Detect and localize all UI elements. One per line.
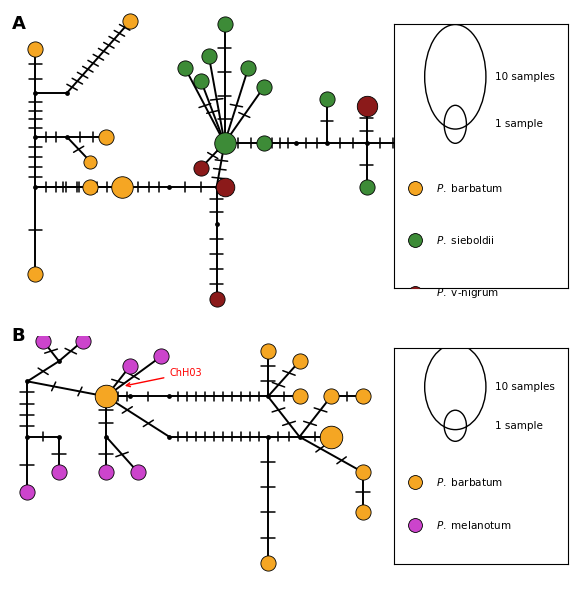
Point: [125, 17, 135, 26]
Point: [263, 432, 273, 442]
Point: [295, 392, 304, 401]
Text: ChH03: ChH03: [126, 368, 202, 386]
Point: [263, 558, 273, 568]
Text: 10 samples: 10 samples: [495, 72, 555, 82]
Point: [125, 392, 135, 401]
Point: [196, 163, 205, 173]
Point: [259, 138, 269, 148]
Point: [362, 182, 371, 191]
Point: [55, 467, 64, 477]
Point: [295, 356, 304, 366]
Point: [86, 182, 95, 191]
Point: [263, 392, 273, 401]
Point: [117, 182, 126, 191]
Point: [31, 269, 40, 279]
Point: [220, 138, 229, 148]
Point: [295, 432, 304, 442]
Point: [86, 157, 95, 167]
Point: [165, 392, 174, 401]
Point: [196, 76, 205, 85]
Point: [220, 182, 229, 191]
Point: [411, 520, 420, 530]
Point: [411, 236, 420, 245]
Point: [322, 95, 332, 104]
Point: [125, 361, 135, 371]
Point: [180, 64, 190, 73]
Point: [401, 138, 411, 148]
Point: [411, 183, 420, 193]
Point: [102, 132, 111, 142]
Point: [133, 467, 143, 477]
Point: [362, 101, 371, 110]
Point: [358, 392, 367, 401]
Text: $\it{P.}$ melanotum: $\it{P.}$ melanotum: [436, 519, 512, 531]
Point: [157, 352, 166, 361]
Point: [327, 392, 336, 401]
Point: [212, 294, 222, 304]
Text: 1 sample: 1 sample: [495, 421, 543, 431]
Point: [23, 487, 32, 497]
Point: [102, 432, 111, 442]
Point: [220, 20, 229, 29]
Point: [259, 82, 269, 92]
Text: 10 samples: 10 samples: [495, 382, 555, 392]
Text: $\it{P.}$ barbatum: $\it{P.}$ barbatum: [436, 182, 503, 194]
Point: [362, 138, 371, 148]
Point: [31, 132, 40, 142]
Point: [263, 346, 273, 356]
Point: [38, 336, 48, 346]
Point: [327, 432, 336, 442]
Point: [358, 467, 367, 477]
Point: [291, 138, 300, 148]
Point: [411, 477, 420, 487]
Point: [31, 44, 40, 54]
Point: [102, 392, 111, 401]
Point: [165, 432, 174, 442]
Text: $\it{P.}$ barbatum: $\it{P.}$ barbatum: [436, 476, 503, 488]
Point: [23, 432, 32, 442]
Point: [102, 467, 111, 477]
Point: [204, 51, 213, 61]
Point: [358, 508, 367, 517]
Text: A: A: [12, 15, 26, 33]
Point: [78, 336, 87, 346]
Point: [62, 88, 71, 98]
Text: B: B: [12, 327, 25, 345]
Point: [165, 182, 174, 191]
Point: [322, 138, 332, 148]
Point: [62, 132, 71, 142]
Point: [212, 220, 222, 229]
Point: [55, 432, 64, 442]
Text: 1 sample: 1 sample: [495, 119, 543, 130]
Point: [31, 182, 40, 191]
Text: $\it{P.}$ v-nigrum: $\it{P.}$ v-nigrum: [436, 286, 499, 300]
Point: [244, 64, 253, 73]
Point: [411, 289, 420, 298]
Point: [23, 377, 32, 386]
Point: [55, 356, 64, 366]
Point: [212, 182, 222, 191]
Text: $\it{P.}$ sieboldii: $\it{P.}$ sieboldii: [436, 235, 495, 247]
Point: [31, 88, 40, 98]
